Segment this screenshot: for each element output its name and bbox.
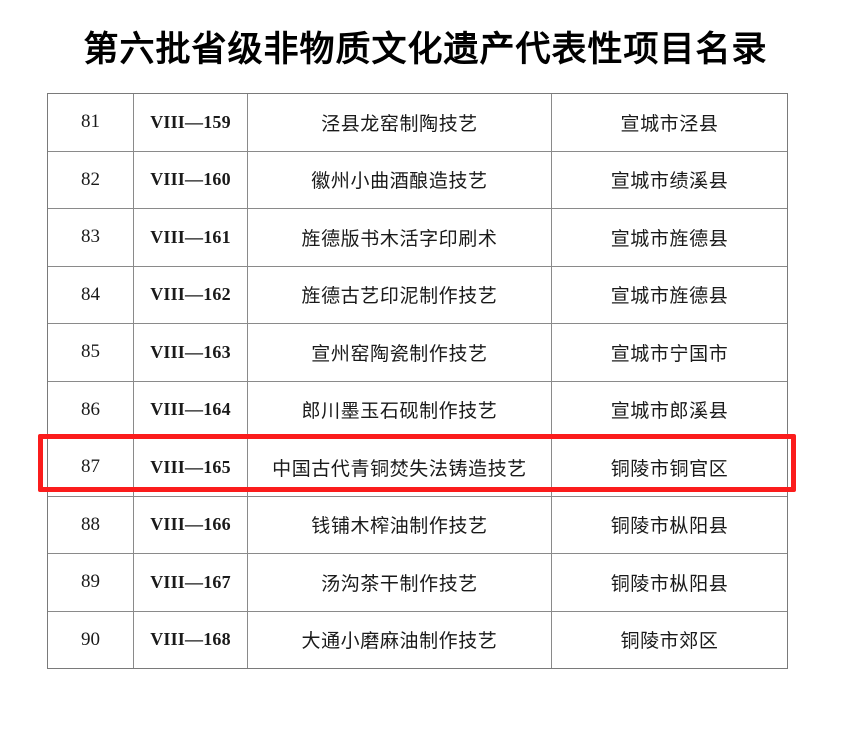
table-row: 82 VIII—160 徽州小曲酒酿造技艺 宣城市绩溪县: [47, 150, 788, 209]
cell-project-name: 泾县龙窑制陶技艺: [247, 93, 552, 152]
cell-project-name: 宣州窑陶瓷制作技艺: [247, 323, 552, 382]
table-row: 81 VIII—159 泾县龙窑制陶技艺 宣城市泾县: [47, 93, 788, 152]
cell-serial-number: 85: [47, 323, 134, 382]
cell-declaring-region: 宣城市泾县: [551, 93, 788, 152]
table-row: 89 VIII—167 汤沟茶干制作技艺 铜陵市枞阳县: [47, 553, 788, 612]
cell-project-code: VIII—164: [133, 380, 248, 439]
cell-declaring-region: 宣城市郎溪县: [551, 380, 788, 439]
cell-serial-number: 87: [47, 438, 134, 497]
listing-table-body: 81 VIII—159 泾县龙窑制陶技艺 宣城市泾县 82 VIII—160 徽州小曲酒酿造…: [47, 93, 788, 669]
listing-table-container: 81 VIII—159 泾县龙窑制陶技艺 宣城市泾县 82 VIII—160 徽州小曲酒酿造…: [47, 93, 788, 669]
cell-project-code: VIII—168: [133, 610, 248, 669]
cell-declaring-region: 铜陵市枞阳县: [551, 495, 788, 554]
cell-serial-number: 90: [47, 610, 134, 669]
cell-declaring-region: 宣城市旌德县: [551, 208, 788, 267]
cell-serial-number: 82: [47, 150, 134, 209]
cell-project-code: VIII—161: [133, 208, 248, 267]
page-title: 第六批省级非物质文化遗产代表性项目名录: [83, 30, 768, 69]
table-row: 86 VIII—164 郎川墨玉石砚制作技艺 宣城市郎溪县: [47, 380, 788, 439]
cell-project-name: 汤沟茶干制作技艺: [247, 553, 552, 612]
cell-serial-number: 83: [47, 208, 134, 267]
cell-declaring-region: 铜陵市铜官区: [551, 438, 788, 497]
cell-project-code: VIII—162: [133, 265, 248, 324]
cell-project-code: VIII—159: [133, 93, 248, 152]
cell-project-name: 中国古代青铜焚失法铸造技艺: [247, 438, 552, 497]
cell-project-code: VIII—166: [133, 495, 248, 554]
cell-serial-number: 88: [47, 495, 134, 554]
cell-project-code: VIII—165: [133, 438, 248, 497]
table-row: 87 VIII—165 中国古代青铜焚失法铸造技艺 铜陵市铜官区: [47, 438, 788, 497]
table-row: 90 VIII—168 大通小磨麻油制作技艺 铜陵市郊区: [47, 610, 788, 669]
cell-project-name: 大通小磨麻油制作技艺: [247, 610, 552, 669]
cell-serial-number: 81: [47, 93, 134, 152]
cell-project-code: VIII—167: [133, 553, 248, 612]
cell-declaring-region: 宣城市绩溪县: [551, 150, 788, 209]
cell-declaring-region: 铜陵市枞阳县: [551, 553, 788, 612]
cell-declaring-region: 宣城市宁国市: [551, 323, 788, 382]
cell-serial-number: 84: [47, 265, 134, 324]
table-row: 88 VIII—166 钱铺木榨油制作技艺 铜陵市枞阳县: [47, 495, 788, 554]
cell-project-code: VIII—163: [133, 323, 248, 382]
cell-project-name: 旌德版书木活字印刷术: [247, 208, 552, 267]
cell-project-name: 旌德古艺印泥制作技艺: [247, 265, 552, 324]
cell-project-name: 徽州小曲酒酿造技艺: [247, 150, 552, 209]
listing-table: 81 VIII—159 泾县龙窑制陶技艺 宣城市泾县 82 VIII—160 徽州小曲酒酿造…: [47, 93, 788, 669]
cell-project-name: 郎川墨玉石砚制作技艺: [247, 380, 552, 439]
cell-serial-number: 89: [47, 553, 134, 612]
cell-project-code: VIII—160: [133, 150, 248, 209]
cell-declaring-region: 宣城市旌德县: [551, 265, 788, 324]
table-row: 84 VIII—162 旌德古艺印泥制作技艺 宣城市旌德县: [47, 265, 788, 324]
table-row: 83 VIII—161 旌德版书木活字印刷术 宣城市旌德县: [47, 208, 788, 267]
table-row: 85 VIII—163 宣州窑陶瓷制作技艺 宣城市宁国市: [47, 323, 788, 382]
cell-serial-number: 86: [47, 380, 134, 439]
cell-declaring-region: 铜陵市郊区: [551, 610, 788, 669]
cell-project-name: 钱铺木榨油制作技艺: [247, 495, 552, 554]
